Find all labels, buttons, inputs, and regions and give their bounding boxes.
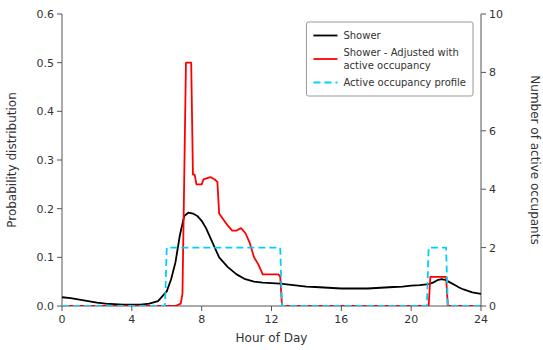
x-tick — [62, 306, 63, 311]
y2-tick-label: 0 — [489, 300, 496, 313]
y-tick-label: 0.0 — [37, 300, 55, 313]
y-tick — [57, 160, 62, 161]
y-tick-label: 0.4 — [37, 105, 55, 118]
series-line — [62, 213, 481, 305]
legend-label-line: Active occupancy profile — [343, 77, 466, 88]
y2-tick-label: 4 — [489, 183, 496, 196]
y2-tick-label: 2 — [489, 242, 496, 255]
x-tick — [481, 306, 482, 311]
x-tick — [411, 306, 412, 311]
x-tick-label: 24 — [474, 313, 488, 326]
x-tick — [341, 306, 342, 311]
legend-box — [306, 22, 473, 96]
x-tick-label: 20 — [404, 313, 418, 326]
x-tick-label: 12 — [265, 313, 279, 326]
y2-tick-label: 8 — [489, 66, 496, 79]
y-tick-label: 0.6 — [37, 8, 55, 21]
legend-label-line: active occupancy — [343, 60, 430, 71]
y-tick — [57, 14, 62, 15]
x-tick-label: 8 — [198, 313, 205, 326]
y2-tick — [481, 72, 486, 73]
y2-tick — [481, 130, 486, 131]
y2-tick — [481, 306, 486, 307]
x-tick — [131, 306, 132, 311]
y2-axis-label: Number of active occupants — [528, 75, 542, 244]
y2-tick — [481, 247, 486, 248]
y-tick-label: 0.5 — [37, 57, 55, 70]
x-axis-label: Hour of Day — [236, 331, 308, 345]
legend-label: Shower - Adjusted with active occupancy — [343, 47, 458, 71]
y2-tick-label: 10 — [489, 8, 503, 21]
plot-area — [62, 63, 481, 306]
x-tick — [271, 306, 272, 311]
y-tick — [57, 306, 62, 307]
legend-label-line: Shower - Adjusted with — [343, 47, 458, 58]
y2-tick — [481, 14, 486, 15]
y-tick-label: 0.2 — [37, 203, 55, 216]
y-tick-label: 0.3 — [37, 154, 55, 167]
series-line — [62, 63, 481, 306]
y2-axis-line — [481, 14, 482, 306]
y-tick — [57, 111, 62, 112]
y-tick — [57, 257, 62, 258]
chart: 048121620240.00.10.20.30.40.50.60246810H… — [0, 0, 543, 350]
series-line — [62, 248, 481, 306]
x-tick-label: 16 — [334, 313, 348, 326]
legend-handle — [313, 35, 337, 37]
y-axis-line — [62, 14, 63, 306]
legend: Shower Shower - Adjusted with active occup… — [306, 22, 473, 96]
y2-tick — [481, 189, 486, 190]
legend-handle — [313, 82, 337, 84]
x-tick-label: 0 — [59, 313, 66, 326]
y-tick — [57, 62, 62, 63]
y-axis-label: Probability distribution — [5, 92, 19, 228]
y-tick — [57, 208, 62, 209]
x-tick — [201, 306, 202, 311]
legend-label-line: Shower — [343, 30, 381, 41]
y2-tick-label: 6 — [489, 125, 496, 138]
legend-label: Active occupancy profile — [343, 77, 466, 88]
legend-handle — [313, 58, 337, 60]
x-tick-label: 4 — [128, 313, 135, 326]
y-tick-label: 0.1 — [37, 251, 55, 264]
legend-label: Shower — [343, 30, 381, 41]
